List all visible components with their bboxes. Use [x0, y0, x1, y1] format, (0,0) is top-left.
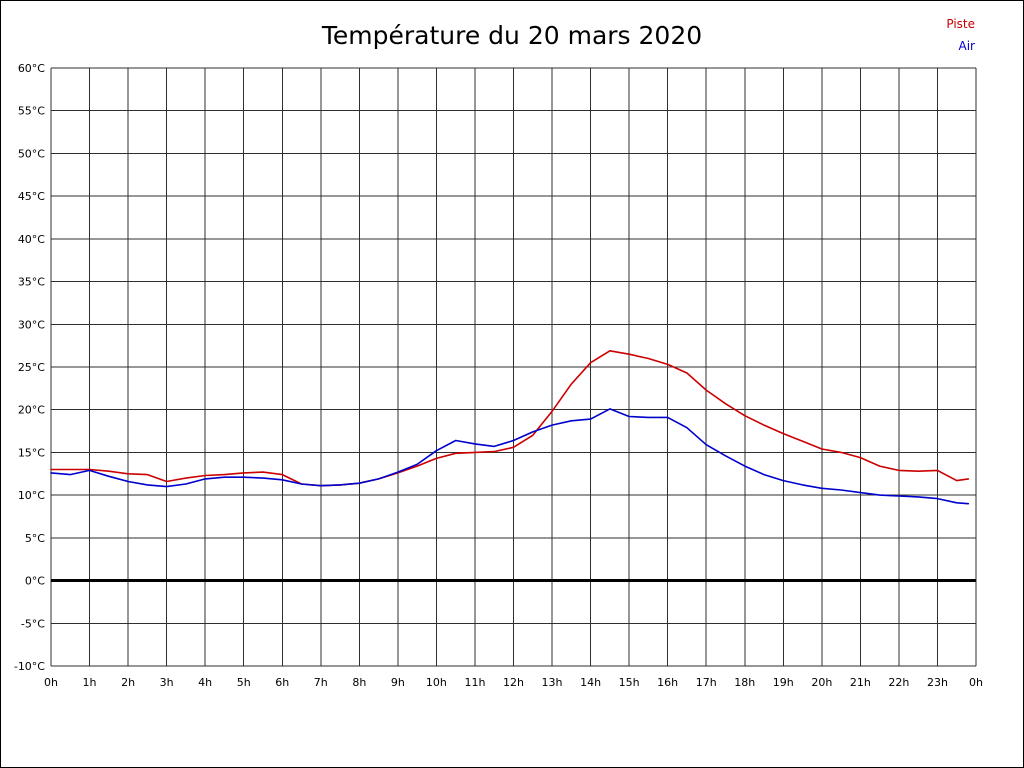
svg-text:19h: 19h	[773, 676, 794, 689]
svg-text:20°C: 20°C	[18, 404, 45, 417]
svg-text:3h: 3h	[160, 676, 174, 689]
svg-text:4h: 4h	[198, 676, 212, 689]
svg-text:6h: 6h	[275, 676, 289, 689]
svg-text:45°C: 45°C	[18, 190, 45, 203]
svg-text:11h: 11h	[464, 676, 485, 689]
legend-item-piste: Piste	[946, 17, 975, 31]
svg-text:23h: 23h	[927, 676, 948, 689]
svg-text:30°C: 30°C	[18, 318, 45, 331]
svg-text:12h: 12h	[503, 676, 524, 689]
svg-text:55°C: 55°C	[18, 105, 45, 118]
svg-text:14h: 14h	[580, 676, 601, 689]
svg-text:5°C: 5°C	[25, 532, 45, 545]
svg-text:0h: 0h	[969, 676, 983, 689]
svg-text:8h: 8h	[352, 676, 366, 689]
svg-text:-10°C: -10°C	[14, 660, 45, 673]
svg-text:22h: 22h	[888, 676, 909, 689]
svg-text:0°C: 0°C	[25, 575, 45, 588]
legend: Piste Air	[946, 13, 975, 57]
svg-text:25°C: 25°C	[18, 361, 45, 374]
svg-text:2h: 2h	[121, 676, 135, 689]
svg-text:10°C: 10°C	[18, 489, 45, 502]
svg-text:50°C: 50°C	[18, 147, 45, 160]
chart-title: Température du 20 mars 2020	[321, 21, 703, 50]
svg-text:9h: 9h	[391, 676, 405, 689]
legend-item-air: Air	[958, 39, 975, 53]
svg-text:5h: 5h	[237, 676, 251, 689]
svg-text:15h: 15h	[619, 676, 640, 689]
svg-text:15°C: 15°C	[18, 446, 45, 459]
svg-text:60°C: 60°C	[18, 62, 45, 75]
svg-text:18h: 18h	[734, 676, 755, 689]
svg-text:35°C: 35°C	[18, 276, 45, 289]
svg-text:10h: 10h	[426, 676, 447, 689]
svg-text:-5°C: -5°C	[21, 617, 45, 630]
svg-text:21h: 21h	[850, 676, 871, 689]
svg-text:7h: 7h	[314, 676, 328, 689]
svg-text:13h: 13h	[542, 676, 563, 689]
svg-text:16h: 16h	[657, 676, 678, 689]
svg-text:17h: 17h	[696, 676, 717, 689]
svg-text:1h: 1h	[83, 676, 97, 689]
svg-text:0h: 0h	[44, 676, 58, 689]
svg-text:40°C: 40°C	[18, 233, 45, 246]
svg-text:20h: 20h	[811, 676, 832, 689]
